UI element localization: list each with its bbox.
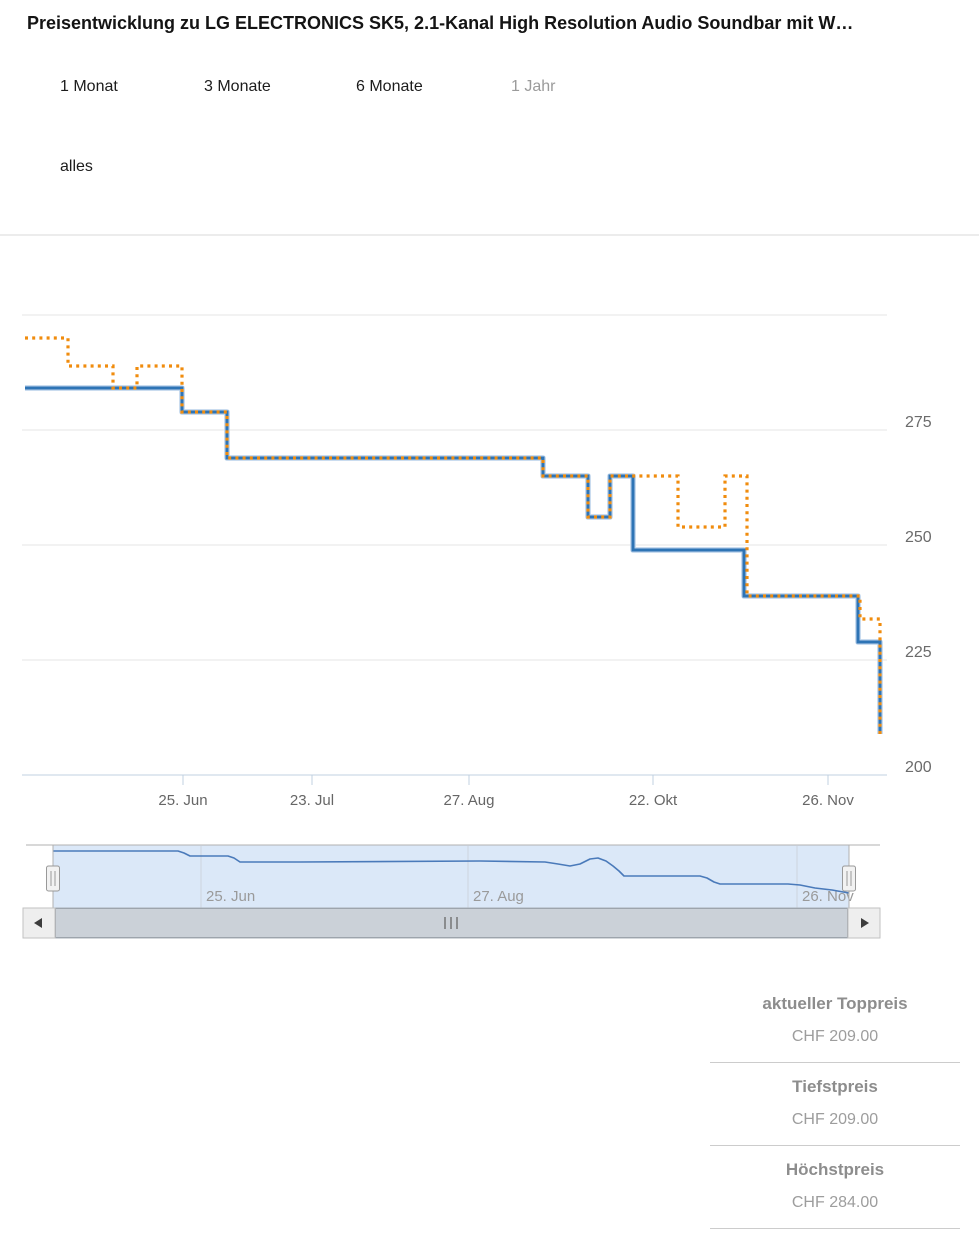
x-tick-label: 23. Jul: [290, 792, 334, 809]
chart-title: Preisentwicklung zu LG ELECTRONICS SK5, …: [27, 13, 854, 33]
navigator-handle-right[interactable]: [842, 845, 856, 910]
summary-row-highest-price: Höchstpreis CHF 284.00: [710, 1146, 960, 1229]
price-chart-plot-area[interactable]: 25. Jun 23. Jul 27. Aug 22. Okt 26. Nov …: [0, 280, 979, 830]
price-summary-panel: aktueller Toppreis CHF 209.00 Tiefstprei…: [710, 980, 960, 1229]
navigator-label: 25. Jun: [206, 888, 255, 905]
y-axis-labels: 275 250 225 200: [905, 414, 932, 776]
summary-label: Tiefstpreis: [792, 1077, 878, 1096]
range-button-1-year[interactable]: 1 Jahr: [507, 76, 559, 98]
summary-row-lowest-price: Tiefstpreis CHF 209.00: [710, 1063, 960, 1146]
price-line-orange-dotted: [25, 336, 882, 734]
x-tick-label: 27. Aug: [444, 792, 495, 809]
price-line-blue-halo: [25, 385, 883, 734]
y-tick-label: 200: [905, 759, 932, 776]
range-button-all[interactable]: alles: [56, 156, 97, 178]
y-tick-label: 225: [905, 644, 932, 661]
navigator-series-line: [53, 850, 850, 894]
scroll-left-arrow-icon: [34, 918, 42, 928]
y-tick-label: 275: [905, 414, 932, 431]
x-axis-labels: 25. Jun 23. Jul 27. Aug 22. Okt 26. Nov: [158, 792, 854, 809]
navigator: 25. Jun 27. Aug 26. Nov: [22, 844, 881, 939]
summary-row-current-top-price: aktueller Toppreis CHF 209.00: [710, 980, 960, 1063]
summary-label: Höchstpreis: [785, 1160, 885, 1179]
summary-value: CHF 209.00: [791, 1028, 879, 1045]
y-tick-label: 250: [905, 529, 932, 546]
summary-divider: [710, 1145, 960, 1146]
x-tick-label: 25. Jun: [158, 792, 207, 809]
navigator-selected-range[interactable]: [53, 845, 849, 910]
summary-value: CHF 209.00: [791, 1111, 879, 1128]
section-divider: [0, 234, 979, 236]
x-tick-label: 22. Okt: [629, 792, 678, 809]
range-button-3-months[interactable]: 3 Monate: [200, 76, 275, 98]
navigator-label: 27. Aug: [473, 888, 524, 905]
scrollbar-thumb-grip-icon: [444, 917, 458, 929]
scrollbar-left-button[interactable]: [22, 907, 56, 939]
price-line-blue: [25, 386, 882, 734]
scrollbar: [22, 907, 881, 939]
horizontal-gridlines: [22, 314, 887, 661]
summary-divider: [710, 1062, 960, 1063]
navigator-handle-left[interactable]: [46, 845, 60, 910]
summary-value: CHF 284.00: [791, 1194, 879, 1211]
x-tick-label: 26. Nov: [802, 792, 854, 809]
summary-label: aktueller Toppreis: [762, 994, 908, 1013]
scrollbar-right-button[interactable]: [847, 907, 881, 939]
range-button-1-month[interactable]: 1 Monat: [56, 76, 122, 98]
summary-divider: [710, 1228, 960, 1229]
scroll-right-arrow-icon: [861, 918, 869, 928]
range-button-6-months[interactable]: 6 Monate: [352, 76, 427, 98]
x-axis-ticks: [182, 775, 829, 785]
